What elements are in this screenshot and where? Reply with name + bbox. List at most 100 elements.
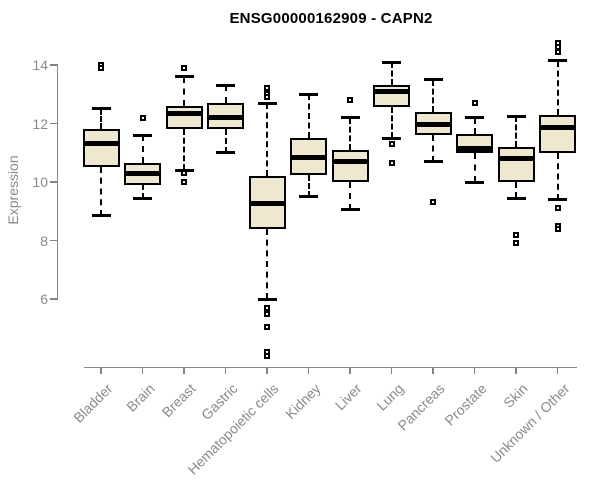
outlier-point-skin-1 bbox=[513, 240, 519, 247]
lower-whisker-cap-liver bbox=[340, 208, 360, 212]
median-gastric bbox=[207, 115, 244, 121]
lower-whisker-bladder bbox=[100, 167, 102, 216]
upper-whisker-brain bbox=[141, 135, 144, 163]
y-tick-label-12: 12 bbox=[32, 115, 48, 132]
lower-whisker-cap-pancreas bbox=[423, 160, 443, 164]
upper-whisker-cap-hematopoietic-cells bbox=[257, 101, 277, 105]
x-tick-gastric bbox=[224, 368, 227, 374]
y-tick-label-10: 10 bbox=[32, 174, 48, 190]
box-breast bbox=[165, 105, 203, 130]
upper-whisker-hematopoietic-cells bbox=[266, 103, 268, 177]
upper-whisker-cap-prostate bbox=[465, 116, 484, 120]
x-tick-label-bladder: Bladder bbox=[70, 380, 116, 426]
x-tick-hematopoietic-cells bbox=[266, 368, 268, 374]
upper-whisker-kidney bbox=[307, 94, 310, 139]
box-skin bbox=[497, 146, 535, 182]
median-brain bbox=[124, 170, 161, 176]
y-tick-14 bbox=[49, 64, 57, 66]
median-lung bbox=[373, 88, 410, 94]
upper-whisker-pancreas bbox=[432, 79, 434, 112]
box-unknown-other bbox=[539, 114, 576, 153]
outlier-point-breast-1 bbox=[181, 170, 187, 177]
upper-whisker-cap-unknown-other bbox=[548, 59, 567, 63]
y-tick-12 bbox=[49, 122, 57, 125]
lower-whisker-kidney bbox=[307, 174, 310, 197]
x-tick-breast bbox=[183, 368, 185, 374]
outlier-point-lung-0 bbox=[388, 140, 395, 147]
lower-whisker-cap-kidney bbox=[299, 195, 318, 199]
upper-whisker-cap-brain bbox=[133, 133, 152, 137]
median-breast bbox=[165, 110, 203, 116]
lower-whisker-liver bbox=[349, 182, 351, 210]
lower-whisker-gastric bbox=[224, 129, 227, 153]
upper-whisker-unknown-other bbox=[556, 60, 559, 115]
lower-whisker-lung bbox=[390, 107, 393, 139]
outlier-point-prostate-0 bbox=[471, 100, 478, 107]
x-tick-label-liver: Liver bbox=[331, 380, 365, 414]
upper-whisker-skin bbox=[515, 116, 517, 147]
lower-whisker-cap-skin bbox=[506, 196, 526, 200]
lower-whisker-breast bbox=[183, 129, 185, 171]
x-tick-liver bbox=[349, 368, 351, 374]
x-tick-label-brain: Brain bbox=[122, 380, 158, 415]
y-tick-label-6: 6 bbox=[40, 291, 48, 307]
upper-whisker-cap-lung bbox=[382, 60, 401, 64]
outlier-point-brain-0 bbox=[139, 114, 146, 121]
outlier-point-unknown-other-2 bbox=[554, 48, 561, 55]
box-bladder bbox=[82, 129, 120, 168]
median-unknown-other bbox=[539, 125, 576, 131]
upper-whisker-cap-gastric bbox=[216, 83, 235, 87]
outlier-point-breast-2 bbox=[181, 179, 187, 185]
x-tick-label-unknown-other: Unknown / Other bbox=[486, 380, 573, 466]
upper-whisker-cap-breast bbox=[174, 75, 194, 79]
outlier-point-hematopoietic-cells-5 bbox=[264, 323, 270, 330]
outlier-point-skin-0 bbox=[513, 231, 519, 238]
upper-whisker-lung bbox=[390, 62, 393, 86]
outlier-point-lung-1 bbox=[388, 159, 395, 166]
upper-whisker-cap-skin bbox=[506, 114, 526, 118]
median-bladder bbox=[82, 141, 120, 147]
box-liver bbox=[331, 149, 369, 182]
outlier-point-liver-0 bbox=[347, 97, 353, 104]
lower-whisker-cap-lung bbox=[382, 136, 401, 140]
median-hematopoietic-cells bbox=[248, 201, 286, 207]
y-tick-6 bbox=[49, 298, 57, 300]
chart-title: ENSG00000162909 - CAPN2 bbox=[229, 10, 433, 27]
y-axis-line bbox=[56, 64, 58, 300]
x-tick-skin bbox=[515, 368, 517, 374]
lower-whisker-pancreas bbox=[432, 135, 434, 162]
outlier-point-hematopoietic-cells-2 bbox=[264, 94, 270, 101]
y-tick-10 bbox=[49, 181, 57, 183]
lower-whisker-cap-brain bbox=[133, 196, 152, 200]
y-axis-label: Expression bbox=[5, 155, 21, 225]
lower-whisker-unknown-other bbox=[556, 152, 559, 200]
upper-whisker-cap-liver bbox=[340, 116, 360, 120]
upper-whisker-bladder bbox=[100, 108, 102, 130]
x-tick-pancreas bbox=[432, 368, 434, 374]
outlier-point-breast-0 bbox=[181, 64, 187, 71]
median-liver bbox=[331, 159, 369, 165]
x-tick-label-lung: Lung bbox=[372, 380, 407, 414]
outlier-point-unknown-other-3 bbox=[554, 205, 561, 212]
outlier-point-hematopoietic-cells-3 bbox=[264, 304, 270, 311]
outlier-point-bladder-1 bbox=[98, 64, 104, 71]
lower-whisker-cap-prostate bbox=[465, 180, 484, 184]
x-axis-line bbox=[84, 366, 577, 368]
lower-whisker-prostate bbox=[473, 152, 476, 182]
lower-whisker-cap-hematopoietic-cells bbox=[257, 297, 277, 301]
lower-whisker-cap-bladder bbox=[91, 214, 111, 218]
lower-whisker-skin bbox=[515, 182, 517, 199]
upper-whisker-cap-pancreas bbox=[423, 78, 443, 82]
x-tick-brain bbox=[141, 368, 144, 374]
lower-whisker-hematopoietic-cells bbox=[266, 228, 268, 299]
outlier-point-pancreas-0 bbox=[430, 199, 436, 206]
upper-whisker-cap-bladder bbox=[91, 107, 111, 111]
outlier-point-hematopoietic-cells-7 bbox=[264, 353, 270, 360]
upper-whisker-liver bbox=[349, 117, 351, 150]
median-skin bbox=[497, 156, 535, 162]
outlier-point-hematopoietic-cells-0 bbox=[264, 85, 270, 92]
median-kidney bbox=[290, 154, 327, 160]
lower-whisker-cap-gastric bbox=[216, 151, 235, 155]
upper-whisker-breast bbox=[183, 76, 185, 106]
